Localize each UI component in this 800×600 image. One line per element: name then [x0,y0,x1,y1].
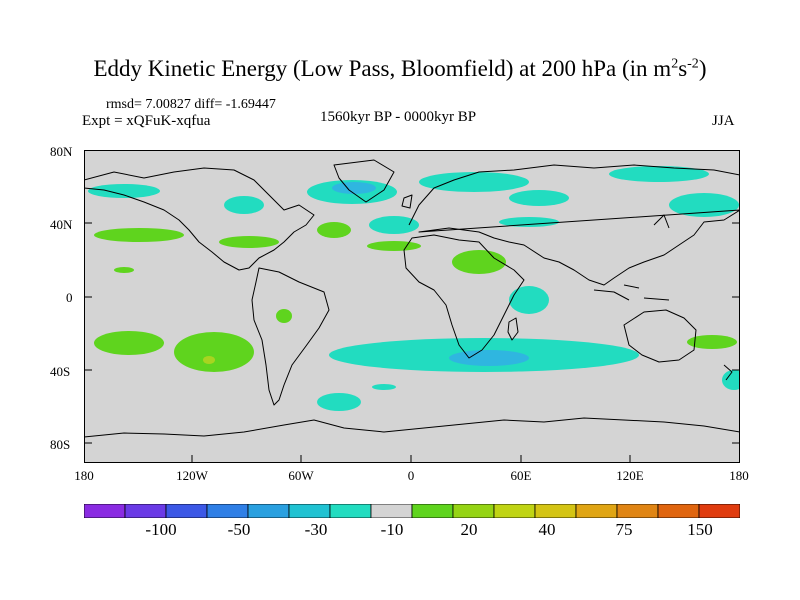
colorbar-swatch [657,504,700,518]
colorbar-label: -50 [227,520,251,539]
map-frame [84,150,740,463]
colorbar-swatch [329,504,372,518]
colorbar [84,504,740,518]
coastlines [84,159,740,438]
experiment-label: Expt = xQFuK-xqfua [82,113,211,129]
colorbar-swatch [84,504,126,518]
colorbar-label: -30 [304,520,328,539]
lon-label-180e: 180 [729,468,749,483]
colorbar-swatch [288,504,331,518]
lat-label-40n: 40N [50,217,73,232]
lon-label-120e: 120E [616,468,644,483]
chart-title: Eddy Kinetic Energy (Low Pass, Bloomfiel… [93,56,707,81]
colorbar-swatch [534,504,577,518]
colorbar-label: 75 [615,520,633,539]
colorbar-swatch [247,504,290,518]
colorbar-swatch [616,504,659,518]
lon-label-60w: 60W [288,468,314,483]
ocean-background [84,150,740,463]
stats-text: rmsd= 7.00827 diff= -1.69447 [106,97,276,112]
lon-label-60e: 60E [510,468,532,483]
colorbar-swatch [575,504,618,518]
colorbar-label: -10 [380,520,404,539]
colorbar-swatch [165,504,208,518]
lat-label-40s: 40S [50,364,71,379]
colorbar-swatch [206,504,249,518]
colorbar-label: 40 [538,520,556,539]
colorbar-swatch [411,504,454,518]
colorbar-swatch [698,504,740,518]
colorbar-label: -100 [145,520,177,539]
period-label: 1560kyr BP - 0000kyr BP [320,109,477,125]
colorbar-swatch [493,504,536,518]
colorbar-swatch [452,504,495,518]
season-label: JJA [712,113,735,129]
lat-label-80s: 80S [50,437,71,452]
lon-label-0: 0 [407,468,415,483]
lon-label-120w: 120W [176,468,208,483]
world-map [84,150,740,463]
colorbar-swatch [370,504,413,518]
colorbar-label: 150 [687,520,713,539]
lat-label-0: 0 [66,290,73,305]
green-anomaly-regions [94,222,737,372]
lon-label-180w: 180 [74,468,94,483]
blue-anomaly-regions [332,182,529,366]
lat-label-80n: 80N [50,144,73,159]
colorbar-swatch [124,504,167,518]
tick-marks [84,150,740,463]
colorbar-label: 20 [460,520,478,539]
yellowgreen-anomaly-regions [203,356,215,364]
